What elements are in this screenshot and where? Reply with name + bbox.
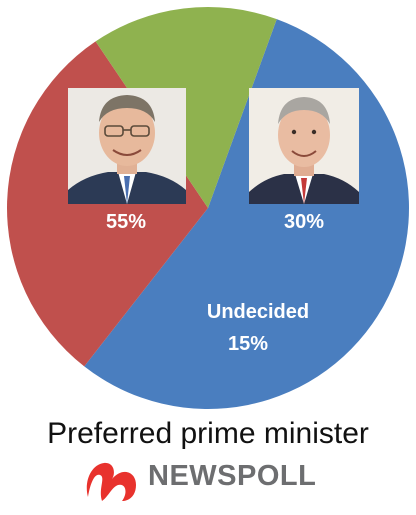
shorten-photo: [249, 88, 359, 204]
slice-value-label: 55%: [106, 211, 146, 233]
slice-label: Undecided: [207, 301, 309, 323]
face: [99, 100, 155, 166]
pie-slice-undecided: [95, 6, 277, 209]
hair: [99, 95, 155, 122]
glasses: [104, 125, 124, 137]
hair: [278, 97, 330, 124]
tie: [301, 178, 307, 204]
slice-value-label: 15%: [228, 333, 268, 355]
morrison-photo: [68, 88, 186, 204]
smile: [112, 149, 142, 156]
slice-value-label: 30%: [284, 211, 324, 233]
newspoll-logo: NEWSPOLL: [82, 455, 342, 505]
face: [278, 103, 330, 167]
newspoll-mark-icon: [86, 462, 136, 501]
chart-title: Preferred prime minister: [47, 417, 369, 450]
smile: [291, 150, 317, 157]
newspoll-wordmark: NEWSPOLL: [148, 460, 317, 492]
tie: [124, 176, 130, 204]
